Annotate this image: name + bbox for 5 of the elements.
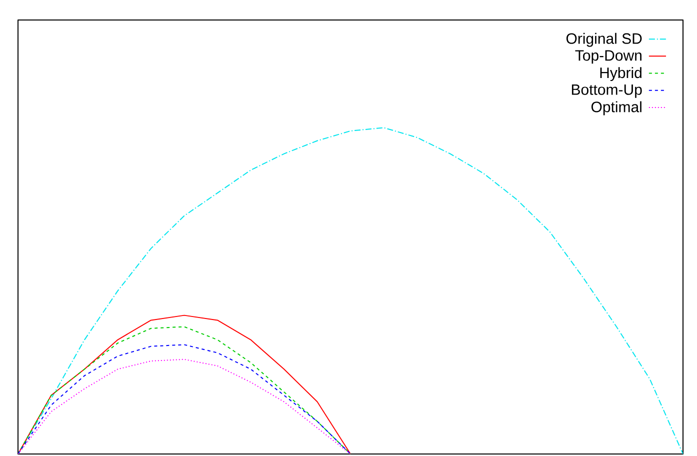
legend-label: Optimal bbox=[591, 101, 642, 116]
legend-label: Hybrid bbox=[600, 67, 642, 82]
legend-label: Top-Down bbox=[575, 50, 642, 64]
legend-label: Original SD bbox=[566, 32, 642, 47]
legend-label: Bottom-Up bbox=[572, 84, 642, 98]
